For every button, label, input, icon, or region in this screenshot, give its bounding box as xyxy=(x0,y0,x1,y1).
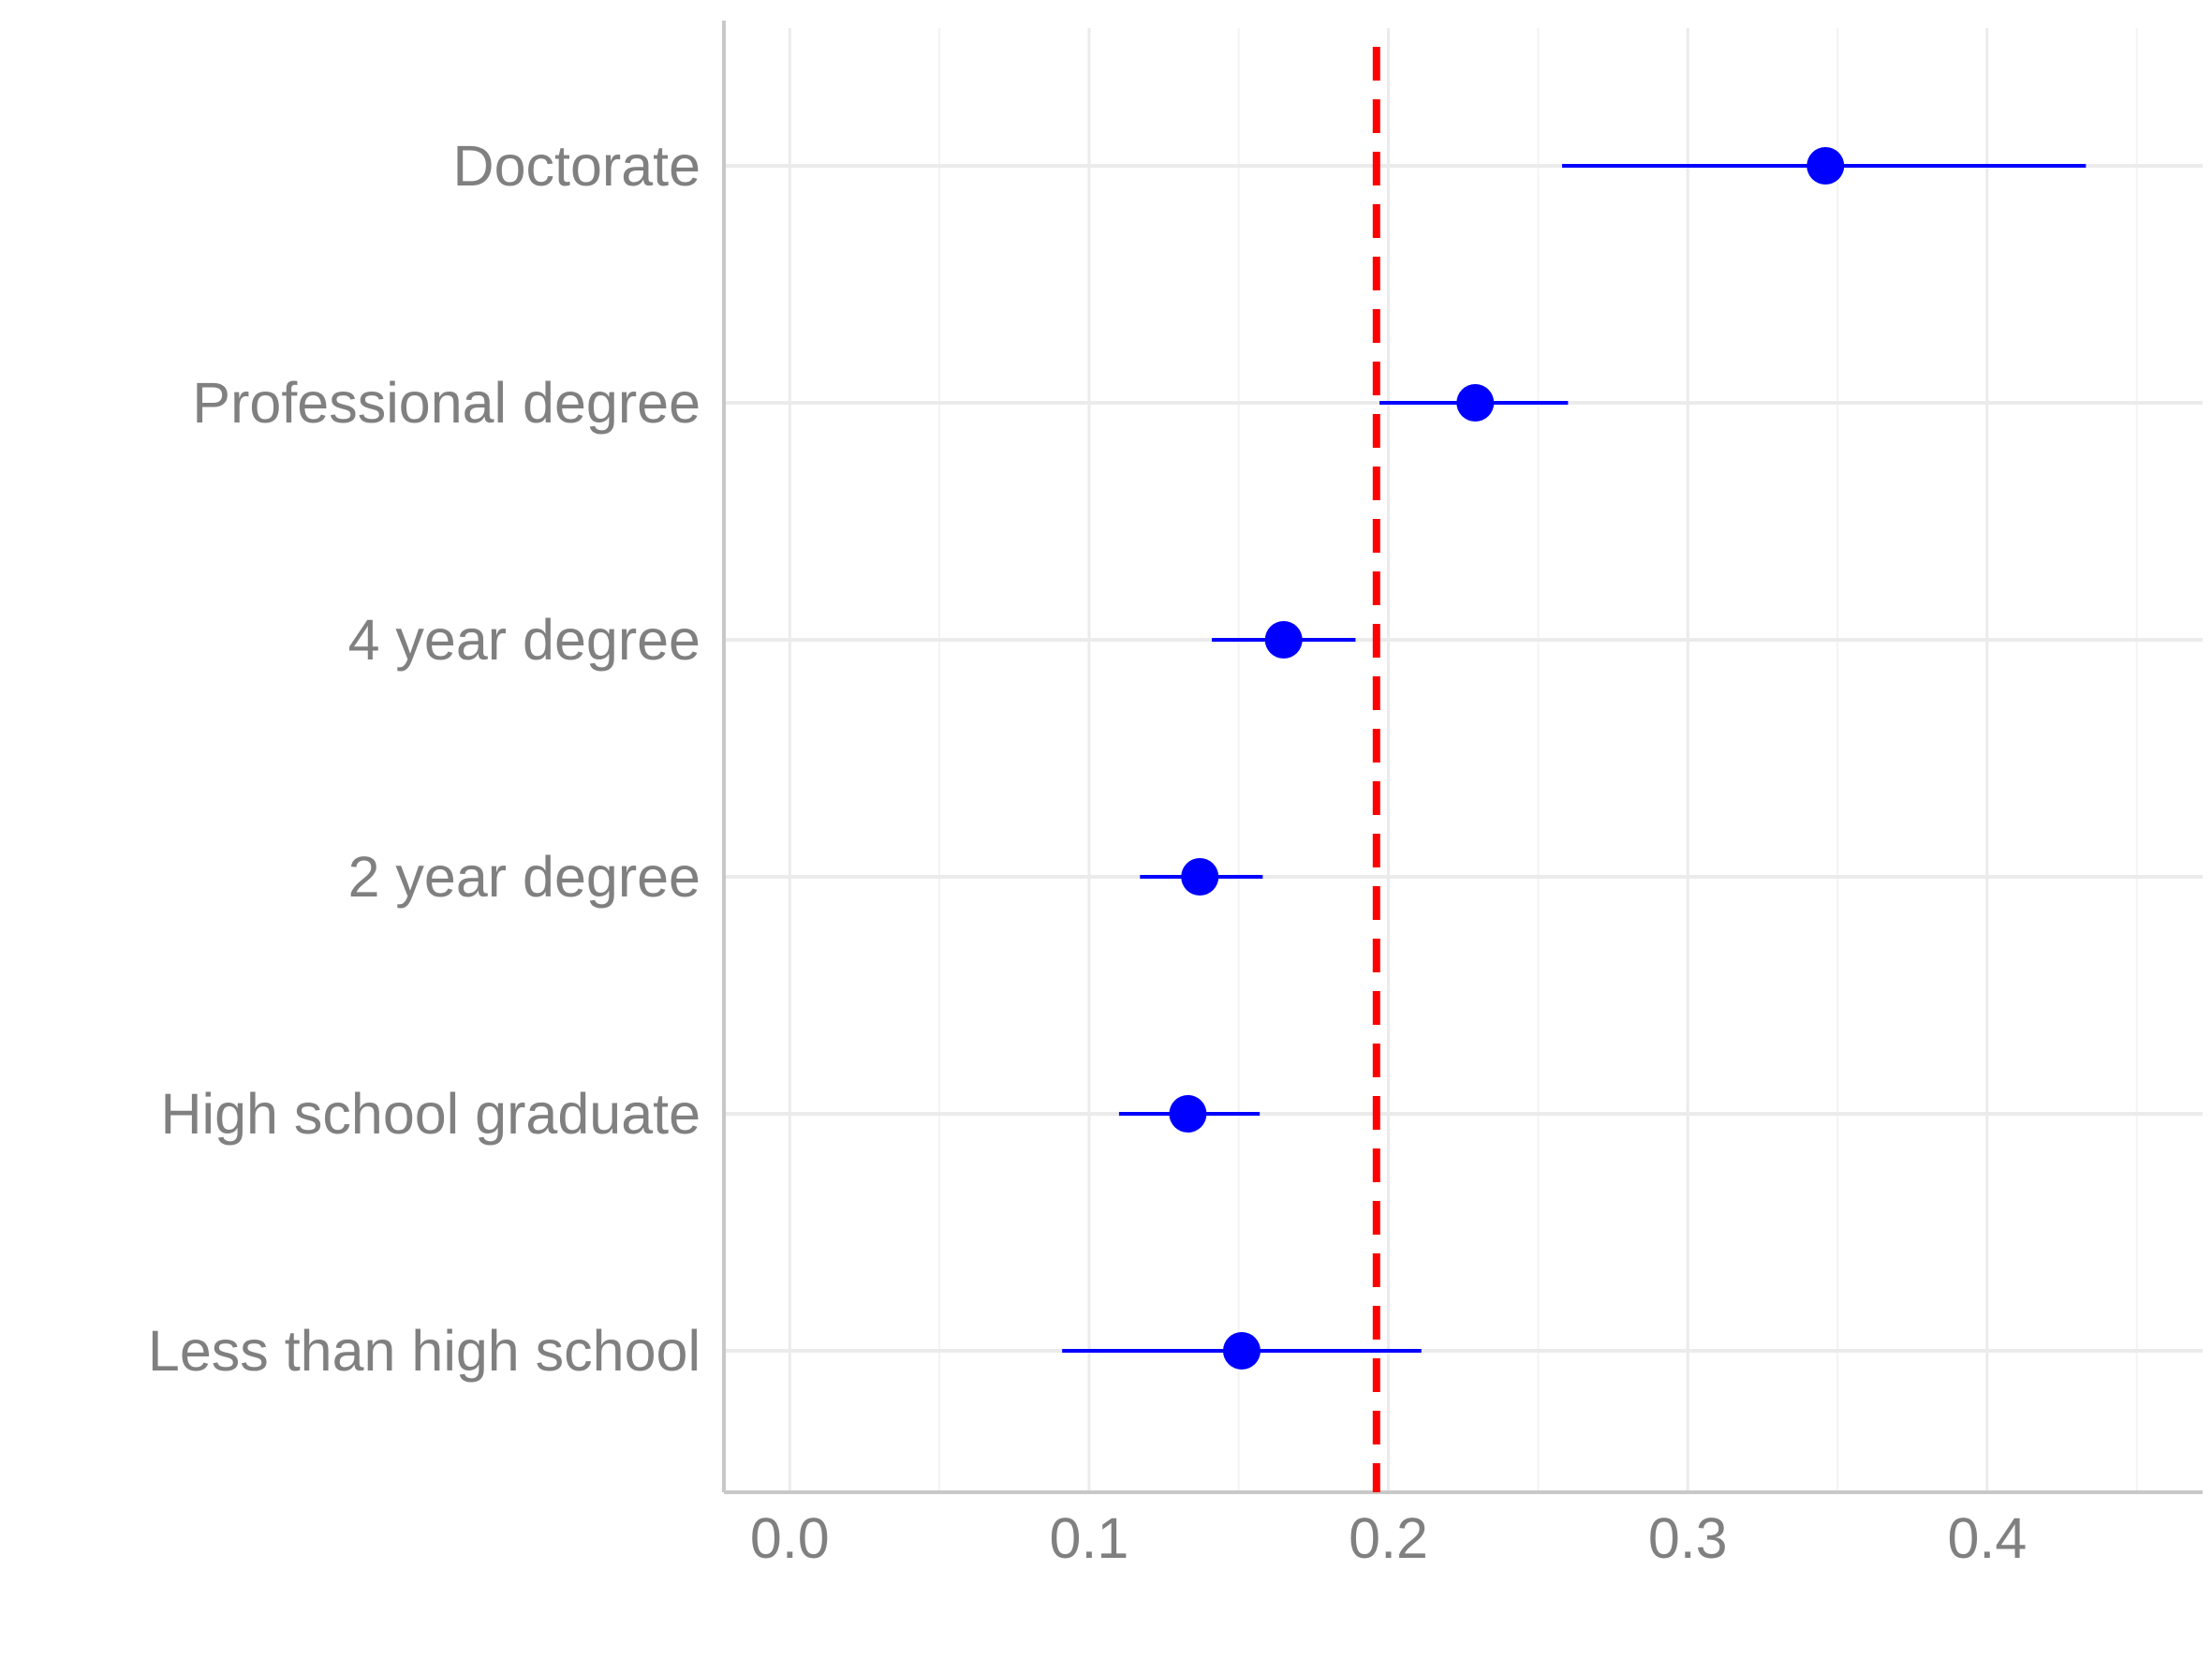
x-tick-label: 0.4 xyxy=(1947,1506,2027,1570)
grid-lines xyxy=(724,28,2203,1492)
x-tick-label: 0.1 xyxy=(1050,1506,1129,1570)
y-tick-label: 2 year degree xyxy=(348,845,700,909)
estimate-point xyxy=(1222,1332,1261,1370)
estimate-point xyxy=(1181,858,1219,896)
estimate-point xyxy=(1806,147,1845,185)
estimate-point xyxy=(1169,1095,1207,1133)
tick-labels: Less than high school High school graduat… xyxy=(148,134,2027,1570)
y-tick-label: Doctorate xyxy=(453,134,700,198)
y-tick-label: High school graduate xyxy=(161,1082,701,1146)
y-tick-label: Less than high school xyxy=(148,1319,700,1383)
y-tick-label: Professional degree xyxy=(192,371,700,435)
axes xyxy=(722,21,2203,1494)
x-tick-label: 0.2 xyxy=(1349,1506,1428,1570)
x-tick-label: 0.0 xyxy=(750,1506,830,1570)
data-marks xyxy=(1062,147,2087,1370)
x-tick-label: 0.3 xyxy=(1648,1506,1728,1570)
estimate-point xyxy=(1264,621,1303,659)
y-tick-label: 4 year degree xyxy=(348,608,700,672)
estimate-point xyxy=(1456,384,1495,422)
